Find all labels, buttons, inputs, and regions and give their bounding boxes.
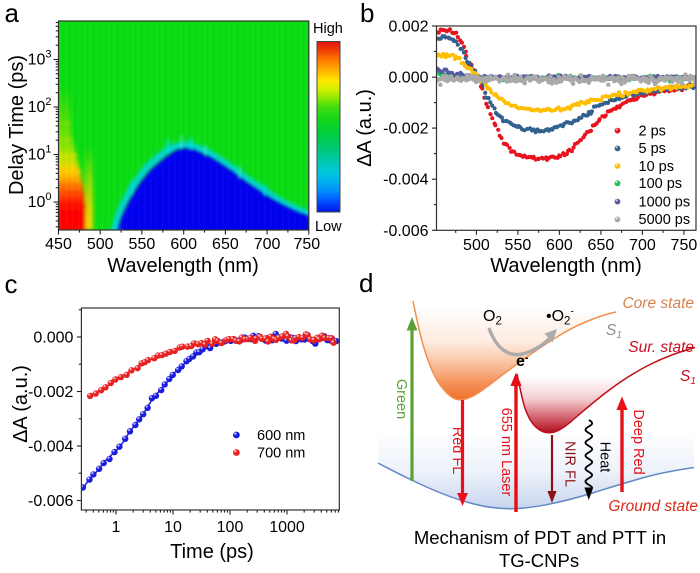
svg-text:103: 103 — [28, 49, 52, 69]
svg-text:Sur. state: Sur. state — [628, 339, 694, 356]
svg-text:600: 600 — [546, 237, 573, 254]
svg-text:c: c — [5, 270, 18, 299]
svg-text:102: 102 — [28, 96, 52, 116]
svg-text:Ground state: Ground state — [608, 498, 698, 515]
svg-text:ΔA (a.u.): ΔA (a.u.) — [354, 89, 376, 167]
svg-text:ΔA (a.u.): ΔA (a.u.) — [10, 365, 32, 443]
svg-text:0.000: 0.000 — [388, 70, 428, 87]
svg-text:-0.004: -0.004 — [28, 439, 73, 456]
svg-text:700: 700 — [629, 237, 656, 254]
svg-text:Time (ps): Time (ps) — [170, 541, 254, 563]
svg-text:500: 500 — [463, 237, 490, 254]
svg-text:655 nm Laser: 655 nm Laser — [498, 408, 514, 497]
svg-text:Green: Green — [393, 379, 409, 419]
svg-text:Deep Red: Deep Red — [630, 409, 646, 474]
svg-text:450: 450 — [45, 236, 72, 253]
svg-text:-0.006: -0.006 — [28, 493, 73, 510]
svg-text:e-: e- — [516, 352, 529, 370]
svg-text:10: 10 — [164, 519, 182, 536]
svg-text:5000 ps: 5000 ps — [639, 212, 691, 228]
svg-text:750: 750 — [293, 236, 320, 253]
svg-text:Wavelength (nm): Wavelength (nm) — [490, 255, 642, 277]
svg-text:500: 500 — [87, 236, 114, 253]
svg-text:101: 101 — [28, 144, 52, 164]
svg-text:Mechanism of PDT and PTT in: Mechanism of PDT and PTT in — [414, 527, 666, 548]
svg-text:550: 550 — [505, 237, 532, 254]
svg-text:High: High — [313, 21, 343, 37]
svg-text:•O2-: •O2- — [546, 307, 574, 328]
svg-text:Heat: Heat — [596, 442, 612, 473]
svg-text:Wavelength (nm): Wavelength (nm) — [107, 255, 259, 277]
svg-text:650: 650 — [212, 236, 239, 253]
svg-text:550: 550 — [129, 236, 156, 253]
svg-text:1000 ps: 1000 ps — [639, 194, 691, 210]
svg-text:1000: 1000 — [269, 519, 305, 536]
svg-text:650: 650 — [588, 237, 615, 254]
svg-text:600 nm: 600 nm — [257, 428, 305, 444]
svg-text:10 ps: 10 ps — [639, 159, 674, 175]
svg-text:1: 1 — [112, 519, 121, 536]
svg-text:S1: S1 — [606, 322, 622, 341]
svg-text:100: 100 — [28, 191, 52, 211]
svg-text:Low: Low — [315, 219, 342, 235]
svg-text:0.000: 0.000 — [33, 330, 73, 347]
svg-text:S1: S1 — [680, 368, 696, 387]
svg-text:b: b — [360, 0, 374, 28]
svg-text:Red FL: Red FL — [449, 427, 465, 475]
svg-text:NIR FL: NIR FL — [562, 441, 578, 487]
svg-text:2 ps: 2 ps — [639, 123, 666, 139]
svg-text:-0.006: -0.006 — [383, 223, 428, 240]
svg-text:600: 600 — [170, 236, 197, 253]
svg-text:750: 750 — [671, 237, 698, 254]
svg-text:-0.002: -0.002 — [28, 384, 73, 401]
svg-text:d: d — [359, 270, 373, 298]
svg-text:-0.004: -0.004 — [383, 172, 428, 189]
svg-text:TG-CNPs: TG-CNPs — [499, 550, 579, 571]
svg-text:Delay Time (ps): Delay Time (ps) — [6, 55, 28, 195]
svg-text:Core state: Core state — [622, 295, 694, 312]
svg-text:a: a — [5, 0, 20, 28]
svg-text:700 nm: 700 nm — [257, 446, 305, 462]
svg-text:-0.002: -0.002 — [383, 121, 428, 138]
svg-text:100 ps: 100 ps — [639, 176, 683, 192]
svg-text:100: 100 — [217, 519, 244, 536]
svg-text:5 ps: 5 ps — [639, 141, 666, 157]
svg-text:0.002: 0.002 — [388, 19, 428, 36]
svg-text:700: 700 — [254, 236, 281, 253]
